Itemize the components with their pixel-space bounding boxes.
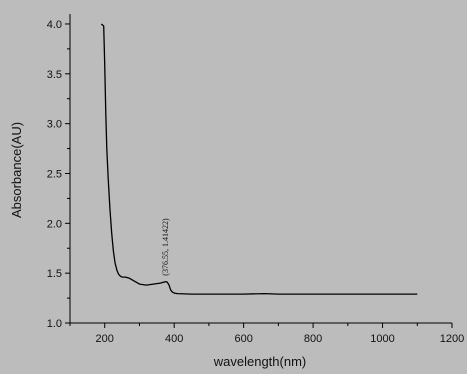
- y-axis-title: Absorbance(AU): [9, 122, 24, 218]
- y-tick-label: 2.0: [47, 218, 62, 230]
- series-layer: [100, 23, 418, 295]
- x-tick-label: 400: [165, 333, 183, 345]
- x-tick-label: 600: [234, 333, 252, 345]
- x-tick-label: 200: [96, 333, 114, 345]
- y-tick-label: 4.0: [47, 19, 62, 31]
- x-axis-title: wavelength(nm): [213, 354, 307, 369]
- annotation-layer: (376.55, 1.41422): [161, 218, 170, 276]
- y-tick-label: 2.5: [47, 168, 62, 180]
- axes: 200 400 600 800 1000 1200 1.0 1.5 2.0 2.5 3.0 3.5 4.…: [47, 14, 464, 345]
- x-tick-label: 1000: [370, 333, 394, 345]
- peak-annotation-label: (376.55, 1.41422): [161, 218, 170, 276]
- absorbance-series-line: [100, 23, 418, 295]
- y-tick-label: 1.5: [47, 268, 62, 280]
- y-tick-label: 3.5: [47, 69, 62, 81]
- x-tick-label: 800: [304, 333, 322, 345]
- y-tick-label: 3.0: [47, 119, 62, 131]
- x-tick-label: 1200: [440, 333, 464, 345]
- y-tick-label: 1.0: [47, 318, 62, 330]
